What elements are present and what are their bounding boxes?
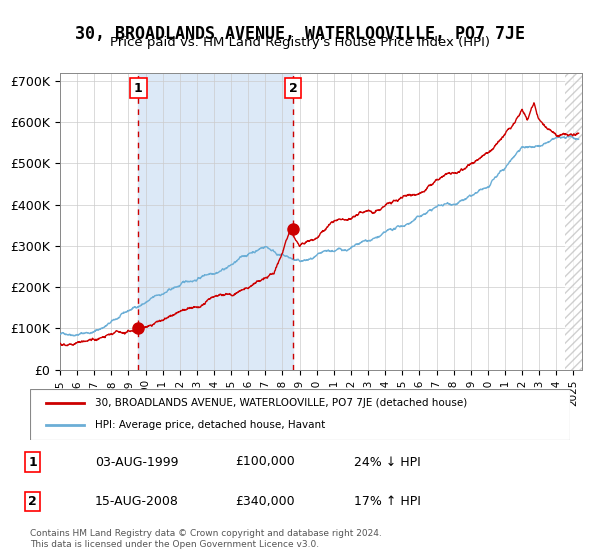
- Text: Price paid vs. HM Land Registry's House Price Index (HPI): Price paid vs. HM Land Registry's House …: [110, 36, 490, 49]
- Text: 1: 1: [28, 455, 37, 469]
- Text: 15-AUG-2008: 15-AUG-2008: [95, 494, 179, 508]
- Text: 2: 2: [289, 82, 298, 95]
- Bar: [139, 73, 293, 370]
- Text: 1: 1: [134, 82, 143, 95]
- Text: £100,000: £100,000: [235, 455, 295, 469]
- Text: 17% ↑ HPI: 17% ↑ HPI: [354, 494, 421, 508]
- Text: Contains HM Land Registry data © Crown copyright and database right 2024.
This d: Contains HM Land Registry data © Crown c…: [30, 529, 382, 549]
- Bar: [565, 73, 582, 370]
- Text: 30, BROADLANDS AVENUE, WATERLOOVILLE, PO7 7JE: 30, BROADLANDS AVENUE, WATERLOOVILLE, PO…: [75, 25, 525, 43]
- Text: 30, BROADLANDS AVENUE, WATERLOOVILLE, PO7 7JE (detached house): 30, BROADLANDS AVENUE, WATERLOOVILLE, PO…: [95, 398, 467, 408]
- Text: 2: 2: [28, 494, 37, 508]
- Bar: [565, 73, 582, 370]
- Text: 03-AUG-1999: 03-AUG-1999: [95, 455, 178, 469]
- Text: £340,000: £340,000: [235, 494, 295, 508]
- Text: 24% ↓ HPI: 24% ↓ HPI: [354, 455, 421, 469]
- Text: HPI: Average price, detached house, Havant: HPI: Average price, detached house, Hava…: [95, 421, 325, 431]
- FancyBboxPatch shape: [30, 389, 570, 440]
